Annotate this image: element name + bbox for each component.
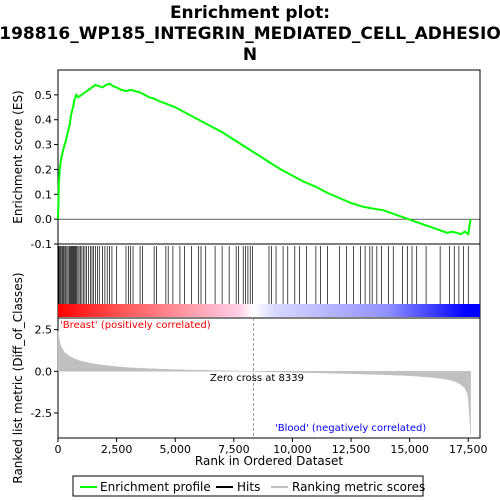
es-y-axis-label: Enrichment score (ES) — [11, 90, 25, 223]
negative-class-label: 'Blood' (negatively correlated) — [275, 423, 426, 434]
ranking-metric-area — [57, 331, 471, 435]
metric-panel-frame — [57, 317, 481, 439]
chart-title-line-2: 198816_WP185_INTEGRIN_MEDIATED_CELL_ADHE… — [0, 24, 500, 44]
hits-plot-area — [58, 246, 480, 317]
es-y-tick-label-0: -0.1 — [31, 238, 52, 251]
x-tick-label-6: 15,000 — [390, 443, 429, 456]
es-y-tick-label-5: 0.4 — [35, 114, 53, 127]
metric-y-tick-label-2: -2.5 — [31, 407, 52, 420]
zero-cross-label: Zero cross at 8339 — [210, 373, 304, 384]
x-axis-label: Rank in Ordered Dataset — [195, 454, 343, 468]
x-tick-label-7: 17,500 — [449, 443, 488, 456]
x-tick-label-3: 7,500 — [218, 443, 250, 456]
metric-y-tick-label-0: 2.5 — [35, 324, 53, 337]
es-y-tick-label-1: 0.0 — [35, 213, 53, 226]
metric-plot-area — [57, 318, 471, 438]
ranking-color-bar — [58, 304, 480, 317]
x-tick-label-0: 0 — [55, 443, 62, 456]
es-y-tick-label-6: 0.5 — [35, 89, 53, 102]
metric-y-axis-label: Ranked list metric (Diff_of_Classes) — [11, 272, 25, 483]
legend-box — [72, 475, 424, 497]
axes: -0.1 0.0 0.1 0.2 0.3 0.4 0.5 2.5 0.0 -2.5 0 2,500 5,… — [31, 89, 488, 456]
x-tick-label-5: 12,500 — [332, 443, 371, 456]
x-tick-label-1: 2,500 — [101, 443, 133, 456]
es-plot-area — [57, 82, 480, 236]
x-tick-label-4: 10,000 — [273, 443, 312, 456]
chart-title-line-3: N — [243, 45, 257, 65]
legend: Enrichment profile Hits Ranking metric s… — [72, 475, 425, 497]
chart-title-line-1: Enrichment plot: — [170, 3, 330, 23]
x-tick-label-2: 5,000 — [159, 443, 191, 456]
metric-y-tick-label-1: 0.0 — [35, 365, 53, 378]
legend-enrichment-label: Enrichment profile — [100, 480, 211, 494]
es-y-tick-label-2: 0.1 — [35, 188, 53, 201]
es-y-tick-label-3: 0.2 — [35, 163, 53, 176]
enrichment-profile-line — [57, 82, 472, 236]
es-y-tick-label-4: 0.3 — [35, 139, 53, 152]
es-panel-frame — [57, 69, 481, 245]
legend-hits-label: Hits — [237, 480, 260, 494]
legend-metric-label: Ranking metric scores — [292, 480, 425, 494]
positive-class-label: 'Breast' (positively correlated) — [60, 320, 211, 331]
